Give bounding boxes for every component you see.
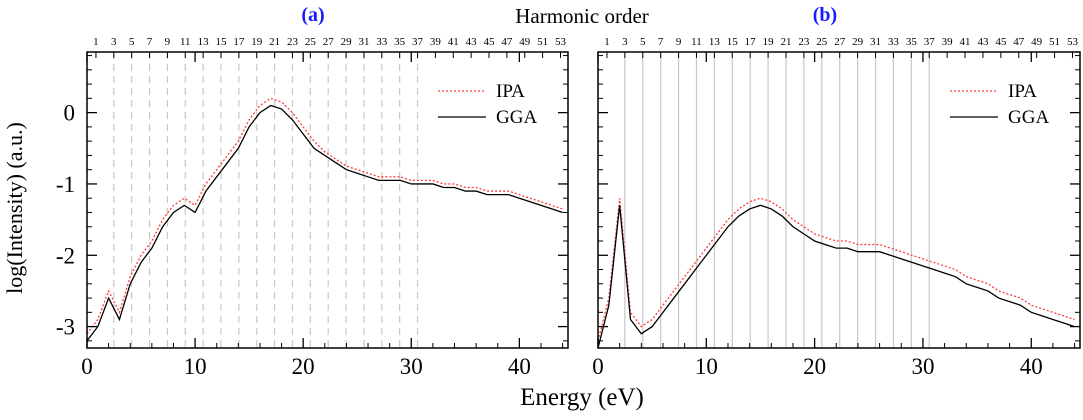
series-gga-line — [87, 104, 563, 342]
top-tick-label: 13 — [198, 36, 210, 48]
top-axis-title: Harmonic order — [515, 4, 649, 28]
plot-frame — [597, 51, 1081, 349]
plot-frame — [86, 51, 569, 349]
top-tick-label: 49 — [519, 36, 531, 48]
legend-label-gga: GGA — [1008, 107, 1049, 128]
top-tick-label: 43 — [466, 36, 478, 48]
top-tick-label: 7 — [147, 36, 153, 48]
top-tick-label: 13 — [709, 36, 721, 48]
top-tick-label: 47 — [501, 36, 513, 48]
top-tick-label: 27 — [323, 36, 335, 48]
x-axis-title: Energy (eV) — [520, 384, 644, 411]
top-tick-label: 35 — [394, 36, 406, 48]
top-tick-label: 27 — [834, 36, 846, 48]
series-ipa-line — [598, 197, 1075, 342]
top-tick-label: 15 — [727, 36, 739, 48]
top-tick-label: 21 — [269, 36, 280, 48]
top-tick-label: 9 — [165, 36, 171, 48]
top-tick-label: 7 — [658, 36, 664, 48]
top-tick-label: 1 — [604, 36, 610, 48]
top-tick-label: 5 — [640, 36, 646, 48]
top-tick-label: 3 — [622, 36, 628, 48]
panel-a: 0 10 20 30 40-3-2-101 3 5 7 9 11 13 15 17 19 21 23 25 27 2… — [56, 4, 569, 379]
top-tick-label: 37 — [924, 36, 936, 48]
top-tick-label: 47 — [1013, 36, 1025, 48]
top-tick-label: 19 — [763, 36, 775, 48]
legend-label-gga: GGA — [496, 107, 537, 128]
top-tick-label: 19 — [251, 36, 263, 48]
top-tick-label: 23 — [798, 36, 810, 48]
top-tick-label: 3 — [111, 36, 117, 48]
top-tick-label: 45 — [484, 36, 496, 48]
top-tick-label: 39 — [942, 36, 954, 48]
top-tick-label: 43 — [977, 36, 989, 48]
y-tick-label: -1 — [56, 172, 75, 197]
top-tick-label: 23 — [287, 36, 299, 48]
x-tick-label: 20 — [803, 354, 826, 379]
top-tick-label: 41 — [448, 36, 459, 48]
top-tick-label: 21 — [780, 36, 791, 48]
top-tick-label: 53 — [555, 36, 567, 48]
top-tick-label: 11 — [691, 36, 702, 48]
x-tick-label: 30 — [911, 354, 934, 379]
top-tick-label: 9 — [676, 36, 682, 48]
x-tick-label: 40 — [1020, 354, 1043, 379]
top-tick-label: 53 — [1067, 36, 1079, 48]
x-tick-label: 40 — [508, 354, 531, 379]
panel-label: (b) — [813, 4, 837, 26]
x-tick-label: 0 — [592, 354, 604, 379]
top-tick-label: 33 — [888, 36, 900, 48]
top-tick-label: 17 — [233, 36, 245, 48]
y-tick-label: -3 — [56, 315, 75, 340]
top-tick-label: 15 — [216, 36, 228, 48]
top-tick-label: 51 — [1049, 36, 1060, 48]
top-tick-label: 49 — [1031, 36, 1043, 48]
x-tick-label: 0 — [81, 354, 93, 379]
top-tick-label: 39 — [430, 36, 442, 48]
top-tick-label: 51 — [537, 36, 548, 48]
x-tick-label: 30 — [400, 354, 423, 379]
top-tick-label: 37 — [412, 36, 424, 48]
top-tick-label: 31 — [358, 36, 369, 48]
top-tick-label: 11 — [180, 36, 191, 48]
top-tick-label: 33 — [376, 36, 388, 48]
top-tick-label: 25 — [816, 36, 828, 48]
top-tick-label: 17 — [745, 36, 757, 48]
legend-label-ipa: IPA — [496, 81, 525, 102]
legend-label-ipa: IPA — [1008, 81, 1037, 102]
top-tick-label: 45 — [995, 36, 1007, 48]
x-tick-label: 10 — [695, 354, 718, 379]
top-tick-label: 35 — [906, 36, 918, 48]
series-gga-line — [598, 204, 1075, 348]
top-tick-label: 29 — [341, 36, 353, 48]
y-axis-title: log(Intensity) (a.u.) — [2, 122, 27, 294]
top-tick-label: 41 — [960, 36, 971, 48]
series-ipa-line — [87, 97, 563, 335]
top-tick-label: 1 — [93, 36, 99, 48]
top-tick-label: 25 — [305, 36, 317, 48]
top-tick-label: 29 — [852, 36, 864, 48]
panel-b: 0 10 20 30 401 3 5 7 9 11 13 15 17 19 21 23 25 27 29 31 33 35… — [592, 4, 1081, 379]
panel-label: (a) — [301, 4, 324, 26]
x-tick-label: 20 — [292, 354, 315, 379]
y-tick-label: 0 — [64, 101, 76, 126]
top-tick-label: 5 — [129, 36, 135, 48]
top-tick-label: 31 — [870, 36, 881, 48]
x-tick-label: 10 — [184, 354, 207, 379]
y-tick-label: -2 — [56, 243, 75, 268]
